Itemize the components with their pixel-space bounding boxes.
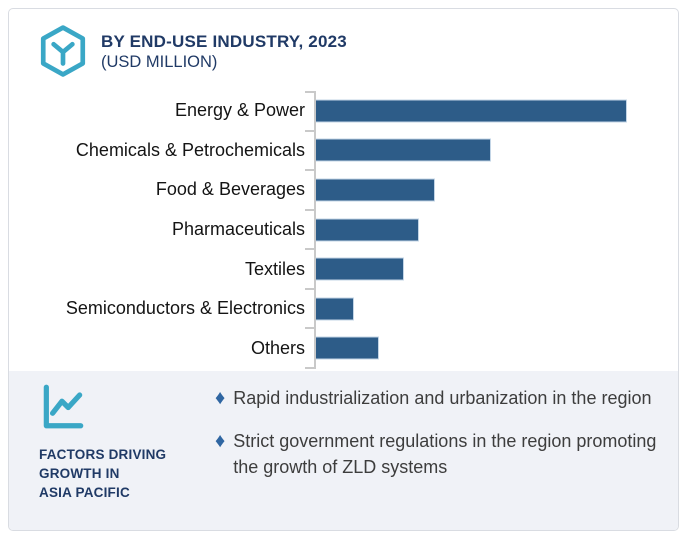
factors-bullet-list: ♦ Rapid industrialization and urbanizatio… [215, 385, 667, 480]
bar [315, 297, 354, 321]
chart-row: Chemicals & Petrochemicals [9, 131, 678, 171]
bar [315, 336, 379, 360]
bar [315, 257, 404, 281]
category-label: Pharmaceuticals [171, 219, 305, 240]
report-card: BY END-USE INDUSTRY, 2023 (USD MILLION) … [8, 8, 679, 531]
factors-heading-line: GROWTH IN [39, 466, 120, 481]
chart-row: Energy & Power [9, 91, 678, 131]
factor-bullet: ♦ Strict government regulations in the re… [215, 428, 667, 480]
bar-track [309, 210, 678, 250]
line-chart-icon [43, 384, 84, 429]
category-label: Semiconductors & Electronics [65, 298, 305, 319]
bar-track [309, 170, 678, 210]
hexagon-box-icon [40, 25, 86, 77]
axis-tick [305, 209, 315, 211]
chart-subtitle: (USD MILLION) [101, 53, 218, 71]
factors-heading: FACTORS DRIVING GROWTH IN ASIA PACIFIC [39, 445, 166, 502]
axis-tick [305, 248, 315, 250]
bar-rows: Energy & Power Chemicals & Petrochemicals… [9, 91, 678, 368]
axis-tick [305, 367, 315, 369]
diamond-bullet-icon: ♦ [215, 387, 226, 409]
chart-row: Others [9, 328, 678, 368]
chart-row: Semiconductors & Electronics [9, 289, 678, 329]
axis-tick [305, 91, 315, 93]
bar [315, 99, 627, 123]
category-label: Energy & Power [174, 100, 305, 121]
bar [315, 138, 491, 162]
category-axis [314, 91, 316, 369]
chart-row: Pharmaceuticals [9, 210, 678, 250]
chart-title: BY END-USE INDUSTRY, 2023 [101, 32, 347, 51]
chart-row: Food & Beverages [9, 170, 678, 210]
factor-text: Rapid industrialization and urbanization… [233, 388, 652, 408]
category-label: Chemicals & Petrochemicals [75, 139, 305, 160]
diamond-bullet-icon: ♦ [215, 430, 226, 452]
axis-tick [305, 327, 315, 329]
factor-text: Strict government regulations in the reg… [233, 431, 657, 477]
factors-heading-line: ASIA PACIFIC [39, 485, 130, 500]
bar-track [309, 91, 678, 131]
bar [315, 178, 435, 202]
factor-bullet: ♦ Rapid industrialization and urbanizatio… [215, 385, 667, 411]
bar-track [309, 289, 678, 329]
chart-row: Textiles [9, 249, 678, 289]
axis-tick [305, 288, 315, 290]
chart-header: BY END-USE INDUSTRY, 2023 (USD MILLION) [101, 31, 347, 73]
factors-panel: FACTORS DRIVING GROWTH IN ASIA PACIFIC ♦ Ra… [9, 371, 678, 530]
category-label: Others [250, 337, 305, 358]
bar-track [309, 328, 678, 368]
category-label: Food & Beverages [155, 179, 305, 200]
bar-chart: Energy & Power Chemicals & Petrochemicals… [9, 91, 678, 369]
category-label: Textiles [244, 258, 305, 279]
bar [315, 218, 419, 242]
axis-tick [305, 130, 315, 132]
axis-tick [305, 169, 315, 171]
bar-track [309, 249, 678, 289]
factors-heading-line: FACTORS DRIVING [39, 447, 167, 462]
bar-track [309, 131, 678, 171]
